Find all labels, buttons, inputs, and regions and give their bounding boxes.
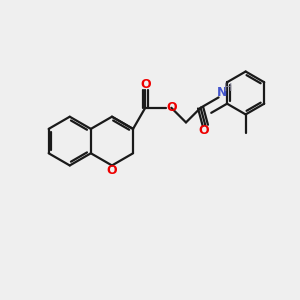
Text: O: O bbox=[199, 124, 209, 137]
Text: O: O bbox=[166, 101, 177, 114]
Text: H: H bbox=[224, 82, 232, 93]
Text: O: O bbox=[140, 78, 151, 91]
Text: O: O bbox=[107, 164, 117, 177]
Text: N: N bbox=[217, 86, 228, 100]
